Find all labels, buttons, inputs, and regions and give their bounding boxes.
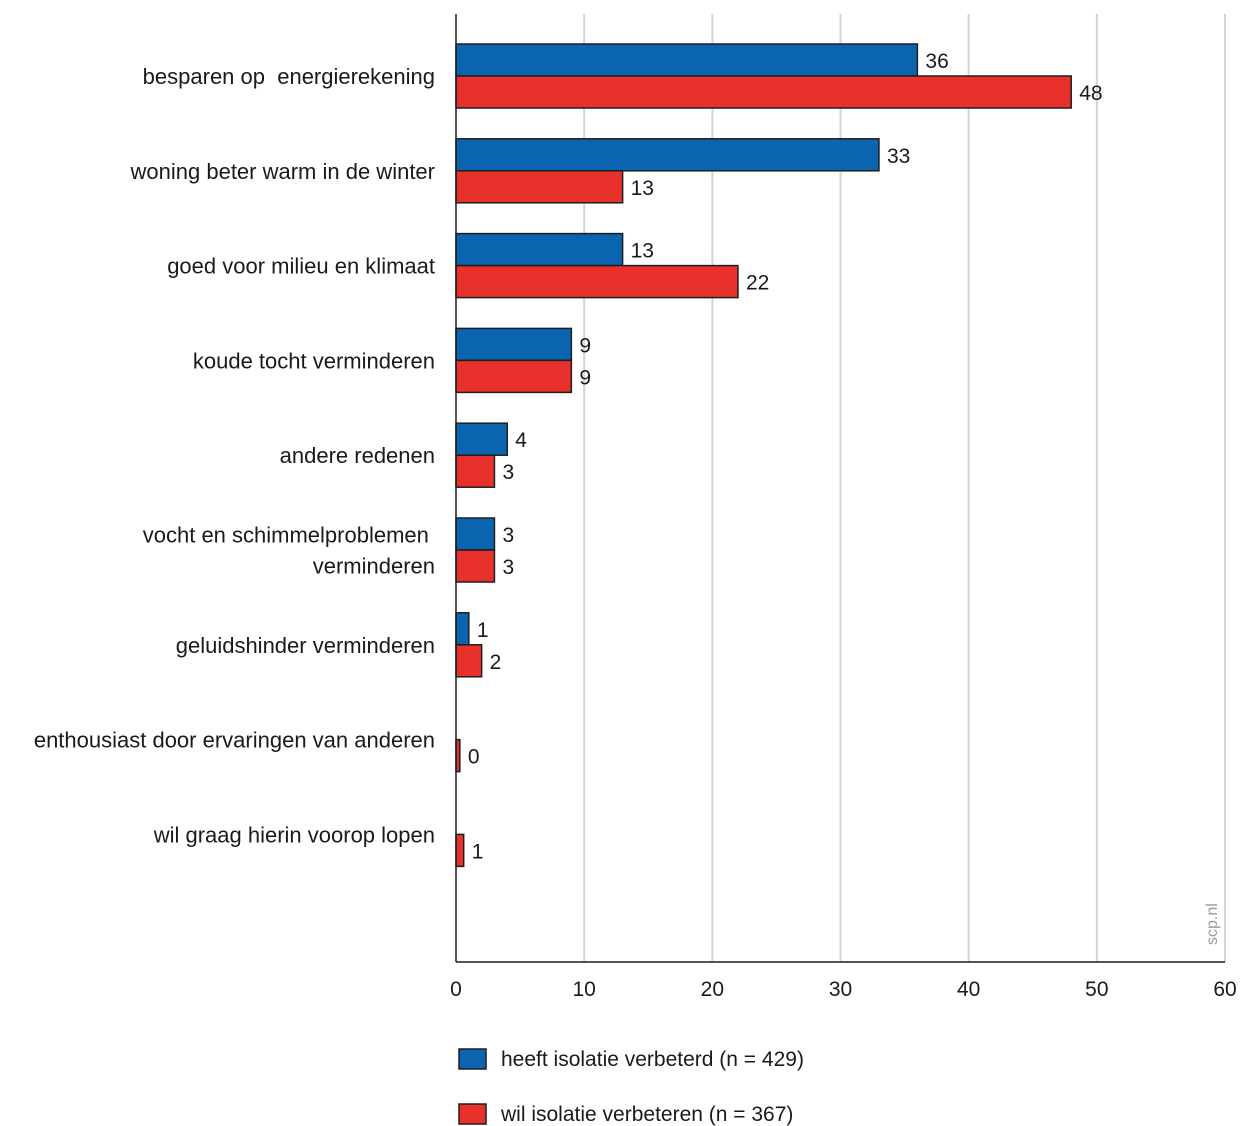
legend-label: heeft isolatie verbeterd (n = 429): [501, 1048, 804, 1071]
bar: [455, 612, 470, 646]
watermark: scp.nl: [1204, 903, 1221, 945]
value-label: 0: [468, 746, 480, 769]
value-label: 22: [746, 272, 769, 295]
value-label: 3: [502, 556, 514, 579]
bar: [455, 359, 573, 394]
x-tick-label: 60: [1213, 978, 1236, 1001]
bar: [455, 264, 739, 299]
value-label: 9: [579, 334, 591, 357]
bar: [455, 422, 509, 456]
x-tick-label: 50: [1085, 978, 1108, 1001]
category-label: enthousiast door ervaringen van anderen: [34, 728, 435, 753]
x-tick-label: 10: [572, 978, 595, 1001]
x-tick-label: 20: [701, 978, 724, 1001]
bar: [455, 43, 919, 77]
value-label: 36: [925, 50, 948, 73]
legend-swatch: [458, 1048, 487, 1070]
bar: [455, 517, 496, 551]
category-label: woning beter warm in de winter: [130, 159, 435, 184]
value-label: 13: [631, 177, 654, 200]
category-label: verminderen: [313, 554, 435, 579]
value-label: 13: [631, 240, 654, 263]
category-labels: besparen op energierekening woning beter …: [34, 64, 435, 847]
bar: [455, 549, 496, 583]
value-label: 1: [472, 840, 484, 863]
x-axis: 0 10 20 30 40 50 60: [450, 14, 1237, 1001]
category-label: wil graag hierin voorop lopen: [153, 822, 435, 847]
value-label: 3: [502, 524, 514, 547]
category-label: andere redenen: [280, 443, 435, 468]
bar: [455, 170, 624, 204]
bar: [455, 454, 496, 488]
bar: [455, 327, 573, 362]
legend: heeft isolatie verbeterd (n = 429) wil is…: [458, 1048, 804, 1126]
value-label: 9: [579, 366, 591, 389]
value-label: 4: [515, 429, 527, 452]
value-label: 33: [887, 145, 910, 168]
x-tick-label: 0: [450, 978, 462, 1001]
grid-lines: [583, 14, 1226, 962]
legend-swatch: [458, 1103, 487, 1125]
value-label: 3: [502, 461, 514, 484]
x-tick-label: 30: [829, 978, 852, 1001]
bar: [455, 644, 483, 678]
value-label: 1: [477, 619, 489, 642]
x-tick-label: 40: [957, 978, 980, 1001]
bar: [455, 833, 465, 868]
bar: [455, 232, 624, 267]
category-label: geluidshinder verminderen: [176, 633, 435, 658]
category-label: besparen op energierekening: [143, 64, 435, 89]
legend-label: wil isolatie verbeteren (n = 367): [500, 1103, 793, 1126]
value-label: 2: [490, 651, 502, 674]
bars: [455, 43, 1072, 868]
value-label: 48: [1079, 82, 1102, 105]
category-label: vocht en schimmelproblemen: [143, 523, 435, 548]
category-label: koude tocht verminderen: [193, 348, 435, 373]
category-label: goed voor milieu en klimaat: [167, 254, 435, 279]
bar: [455, 75, 1072, 109]
bar: [455, 138, 880, 172]
